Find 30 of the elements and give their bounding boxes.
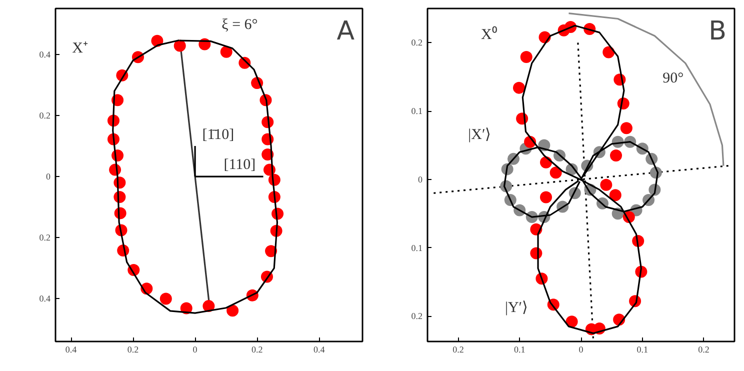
x-tick-label: 0.2 <box>698 344 710 354</box>
annotation: |X′⟩ <box>468 127 492 144</box>
annotation: [1̄10] <box>202 127 234 144</box>
annotation: [110] <box>224 157 256 174</box>
x-tick-label: 0.2 <box>452 344 464 354</box>
x-tick-label: 0.4 <box>65 344 78 354</box>
annotation: 90° <box>662 70 684 86</box>
y-tick-label: 0.2 <box>411 311 422 322</box>
x-tick-label: 0 <box>192 344 198 354</box>
x-tick-label: 0 <box>578 344 584 354</box>
x-tick-label: 0.2 <box>127 344 139 354</box>
annotation: X⁰ <box>480 26 497 44</box>
annotation: ξ = 6° <box>222 17 258 34</box>
x-tick-label: 0.1 <box>636 344 648 354</box>
annotation: B <box>708 16 727 46</box>
y-tick-label: 0.2 <box>411 38 422 48</box>
y-tick-label: 0 <box>418 174 423 184</box>
y-tick-label: 0.4 <box>39 49 51 60</box>
y-tick-label: 0.2 <box>39 232 50 243</box>
annotation: |Y′⟩ <box>504 300 528 316</box>
y-tick-label: 0.1 <box>411 106 422 116</box>
y-tick-label: 0.2 <box>39 110 50 120</box>
annotation: A <box>336 16 355 46</box>
x-tick-label: 0.1 <box>514 344 526 354</box>
x-tick-label: 0.2 <box>251 344 263 354</box>
x-tick-label: 0.4 <box>313 344 326 354</box>
y-tick-label: 0.1 <box>411 242 422 253</box>
y-tick-label: 0 <box>46 172 51 182</box>
y-tick-label: 0.4 <box>39 294 51 304</box>
annotation: X⁺ <box>72 40 88 56</box>
